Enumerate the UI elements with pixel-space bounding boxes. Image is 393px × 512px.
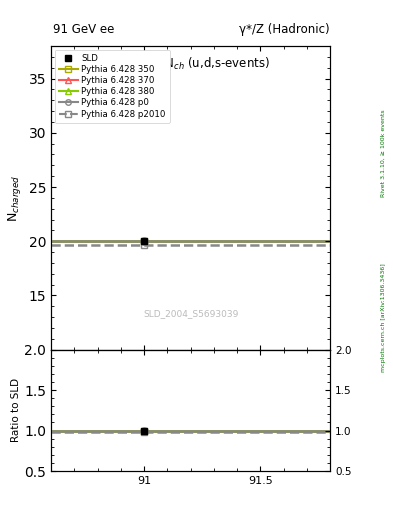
Text: Average N$_{ch}$ (u,d,s-events): Average N$_{ch}$ (u,d,s-events) — [112, 55, 270, 72]
Text: mcplots.cern.ch [arXiv:1306.3436]: mcplots.cern.ch [arXiv:1306.3436] — [381, 263, 386, 372]
Text: γ*/Z (Hadronic): γ*/Z (Hadronic) — [239, 23, 330, 36]
Y-axis label: N$_{charged}$: N$_{charged}$ — [6, 174, 23, 222]
Text: SLD_2004_S5693039: SLD_2004_S5693039 — [143, 309, 238, 318]
Y-axis label: Ratio to SLD: Ratio to SLD — [11, 378, 22, 442]
Legend: SLD, Pythia 6.428 350, Pythia 6.428 370, Pythia 6.428 380, Pythia 6.428 p0, Pyth: SLD, Pythia 6.428 350, Pythia 6.428 370,… — [55, 50, 170, 123]
Text: Rivet 3.1.10, ≥ 100k events: Rivet 3.1.10, ≥ 100k events — [381, 110, 386, 198]
Text: 91 GeV ee: 91 GeV ee — [53, 23, 114, 36]
